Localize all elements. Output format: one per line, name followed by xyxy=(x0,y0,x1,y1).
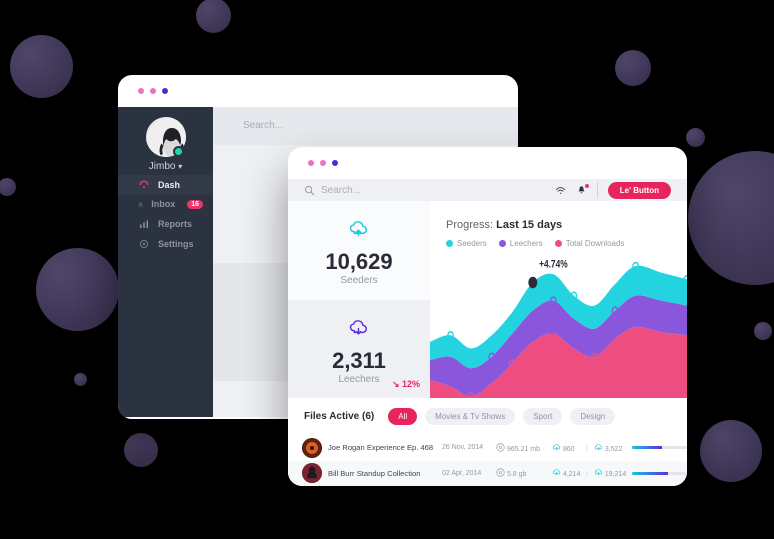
svg-text:+4.74%: +4.74% xyxy=(539,259,568,271)
